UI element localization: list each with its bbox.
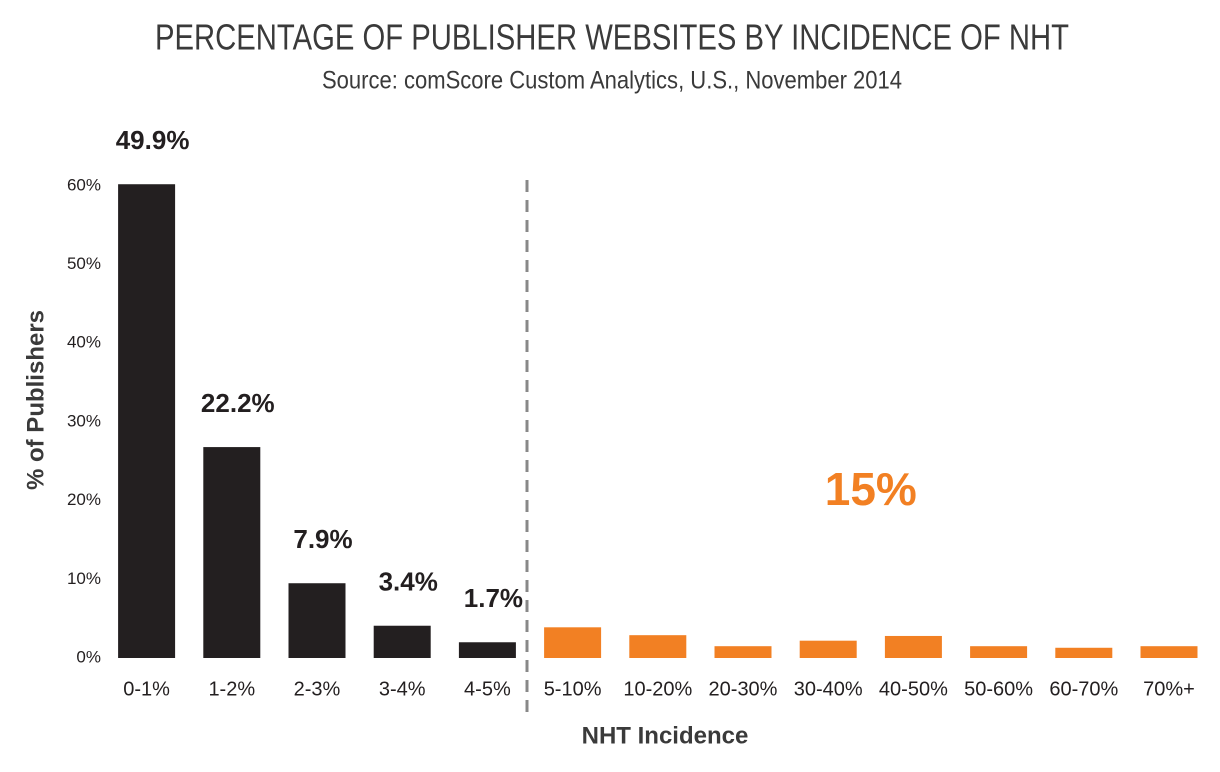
- y-tick-label: 50%: [67, 254, 101, 273]
- bar: [970, 646, 1028, 658]
- bar: [799, 640, 857, 658]
- y-tick-label: 20%: [67, 490, 101, 509]
- y-tick-label: 30%: [67, 411, 101, 430]
- bar: [203, 447, 261, 658]
- chart-title: PERCENTAGE OF PUBLISHER WEBSITES BY INCI…: [155, 17, 1069, 58]
- annotation: 7.9%: [293, 524, 352, 554]
- x-tick-label: 3-4%: [379, 678, 426, 700]
- bar: [629, 635, 687, 658]
- x-axis-label: NHT Incidence: [582, 722, 749, 749]
- bar: [118, 184, 176, 658]
- annotation: 22.2%: [201, 388, 275, 418]
- chart-subtitle: Source: comScore Custom Analytics, U.S.,…: [322, 67, 902, 95]
- y-tick-label: 0%: [76, 647, 101, 666]
- x-tick-label: 50-60%: [964, 678, 1033, 700]
- y-tick-label: 40%: [67, 333, 101, 352]
- annotation: 15%: [825, 463, 917, 515]
- x-tick-label: 5-10%: [544, 678, 602, 700]
- x-tick-label: 60-70%: [1049, 678, 1118, 700]
- x-tick-label: 10-20%: [623, 678, 692, 700]
- x-tick-label: 2-3%: [294, 678, 341, 700]
- x-tick-label: 30-40%: [794, 678, 863, 700]
- x-tick-label: 4-5%: [464, 678, 511, 700]
- y-axis-label: % of Publishers: [22, 310, 49, 490]
- x-tick-label: 1-2%: [208, 678, 255, 700]
- annotation: 3.4%: [379, 567, 438, 597]
- x-tick-label: 0-1%: [123, 678, 170, 700]
- annotation: 1.7%: [464, 583, 523, 613]
- bar: [544, 627, 602, 658]
- bar: [373, 625, 431, 658]
- y-tick-label: 10%: [67, 569, 101, 588]
- annotation: 49.9%: [116, 125, 190, 155]
- y-tick-label: 60%: [67, 175, 101, 194]
- bar: [458, 642, 516, 658]
- bar: [1140, 646, 1198, 658]
- bar: [1055, 647, 1113, 658]
- bar: [714, 646, 772, 658]
- x-tick-label: 70%+: [1143, 678, 1195, 700]
- x-tick-label: 20-30%: [709, 678, 778, 700]
- x-tick-label: 40-50%: [879, 678, 948, 700]
- bar: [884, 635, 942, 658]
- bar: [288, 583, 346, 658]
